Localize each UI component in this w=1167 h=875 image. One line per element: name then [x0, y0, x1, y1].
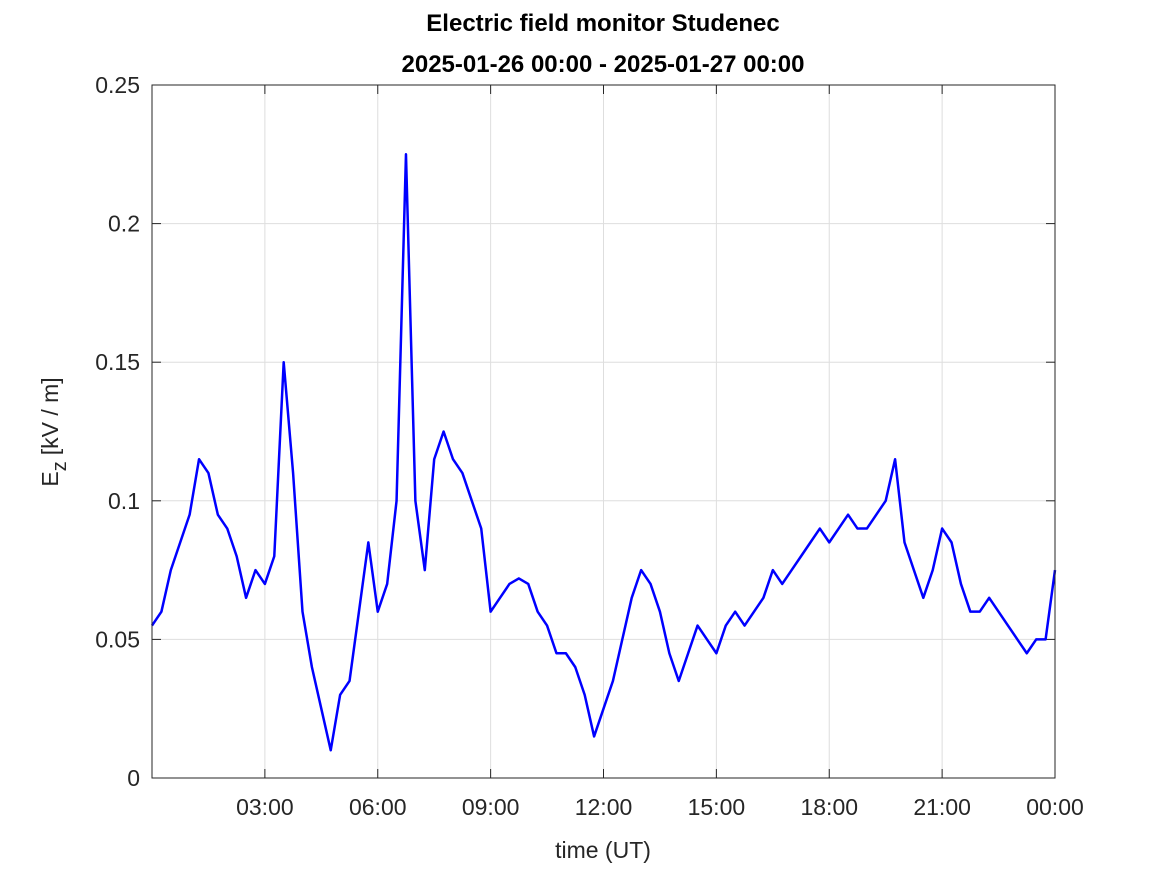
y-tick-label: 0.15	[95, 349, 140, 375]
chart-title: Electric field monitor Studenec	[426, 10, 779, 37]
x-tick-label: 06:00	[349, 794, 407, 820]
x-tick-label: 21:00	[913, 794, 971, 820]
y-tick-label: 0.2	[108, 211, 140, 237]
y-tick-label: 0.05	[95, 626, 140, 652]
x-tick-label: 09:00	[462, 794, 520, 820]
y-tick-label: 0.1	[108, 488, 140, 514]
x-tick-label: 18:00	[800, 794, 858, 820]
y-tick-label: 0.25	[95, 72, 140, 98]
x-axis-label: time (UT)	[555, 837, 651, 863]
data-line	[150, 153, 1057, 752]
x-tick-label: 15:00	[688, 794, 746, 820]
y-tick-label: 0	[127, 765, 140, 791]
chart-subtitle: 2025-01-26 00:00 - 2025-01-27 00:00	[402, 51, 805, 78]
y-axis-label: Ez [kV / m]	[37, 377, 71, 486]
plot-frame	[151, 84, 1056, 779]
x-tick-label: 12:00	[575, 794, 633, 820]
x-tick-label: 00:00	[1026, 794, 1084, 820]
y-label-sub: z	[49, 461, 71, 471]
x-tick-label: 03:00	[236, 794, 294, 820]
y-label-main: E	[37, 471, 63, 486]
y-label-unit: [kV / m]	[37, 377, 63, 455]
